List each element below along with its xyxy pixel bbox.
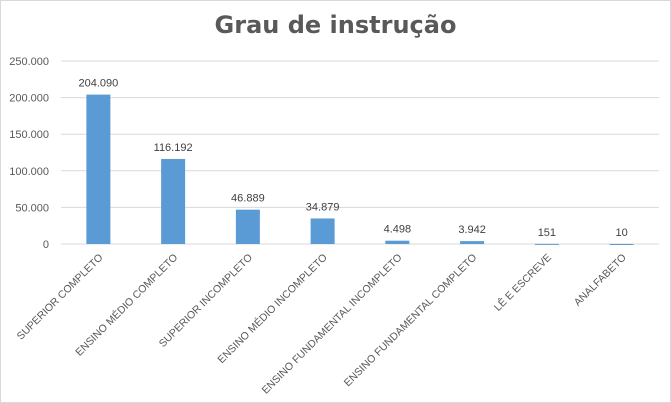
bar [310,218,335,244]
data-label: 4.498 [384,224,412,236]
category-label: LÊ E ESCREVE [491,251,554,314]
category-label: SUPERIOR COMPLETO [15,252,106,343]
bar [534,243,559,245]
data-label: 151 [538,227,556,239]
data-label: 3.942 [458,224,486,236]
category-label: ANALFABETO [572,252,629,309]
bar [86,94,111,245]
y-tick-label: 0 [43,239,49,251]
y-tick-label: 50.000 [15,202,49,214]
data-label: 116.192 [154,142,193,154]
y-tick-label: 200.000 [9,93,49,105]
y-tick-label: 100.000 [9,166,49,178]
data-label: 204.090 [78,78,118,90]
data-label: 10 [616,227,628,239]
data-label: 34.879 [306,201,340,213]
bar [235,209,260,244]
category-label: ENSINO FUNDAMENTAL INCOMPLETO [260,252,405,397]
category-label: ENSINO FUNDAMENTAL COMPLETO [342,252,479,389]
y-tick-label: 150.000 [9,129,49,141]
bar [460,241,485,244]
bar [161,158,186,244]
chart-title: Grau de instrução [214,11,457,39]
bar [385,240,410,244]
y-tick-label: 250.000 [9,56,49,68]
bar [609,243,634,245]
data-label: 46.889 [231,193,265,205]
